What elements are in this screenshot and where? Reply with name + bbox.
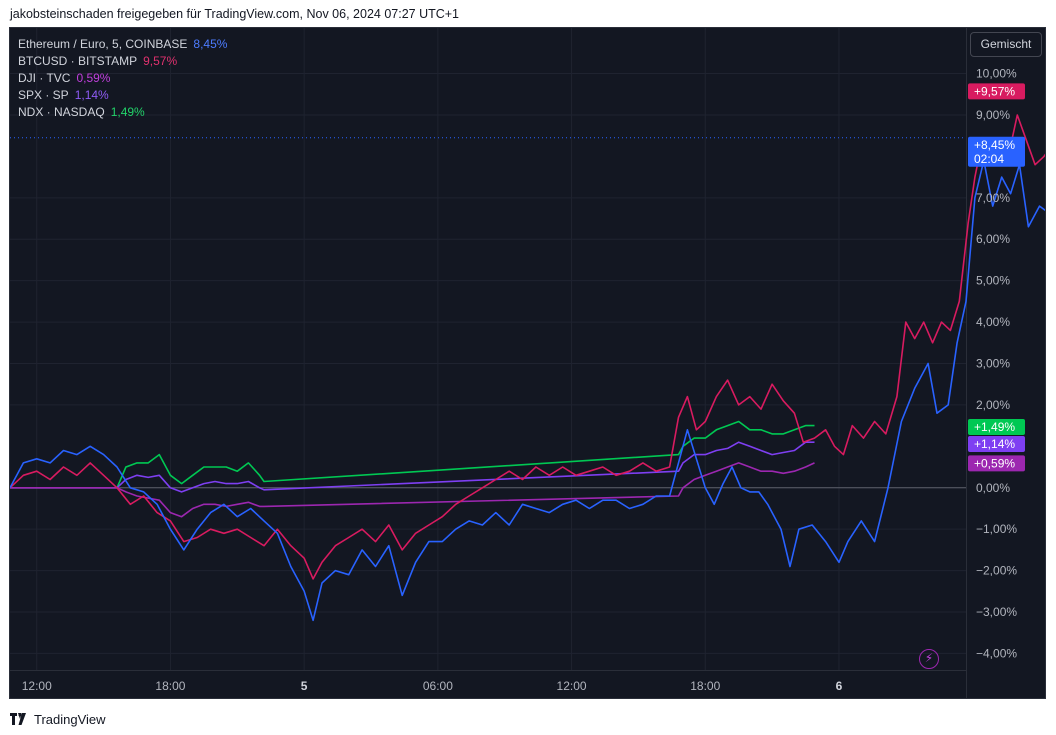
x-tick-label: 18:00 [155,679,185,693]
x-tick-label: 18:00 [690,679,720,693]
y-tick-label: 10,00% [976,67,1017,81]
legend-value: 1,14% [74,88,109,102]
y-tick-label: 9,00% [976,108,1010,122]
y-tick-label: 2,00% [976,398,1010,412]
last-value-badge [968,419,1025,436]
series-line-spx [10,441,815,493]
legend-item-ndx[interactable]: NDX · NASDAQ 1,49% [18,104,227,121]
chart-panel[interactable]: 10,00% 9,00% 7,00% 6,00% 5,00% 4,00% 3,00% 2,00… [9,27,1046,699]
x-tick-label: 12:00 [22,679,52,693]
legend-item-btc[interactable]: BTCUSD · BITSTAMP 9,57% [18,53,227,70]
last-value-badge [968,436,1025,453]
y-tick-label: 4,00% [976,315,1010,329]
legend-value: 8,45% [193,37,228,51]
series-line-btcusd [10,114,1045,580]
footer: TradingView [10,710,106,728]
share-header: jakobsteinschaden freigegeben für Tradin… [10,7,460,21]
last-value-label: +1,49% [974,420,1015,434]
y-tick-label: −3,00% [976,605,1017,619]
last-value-label: +9,57% [974,84,1015,98]
legend-item-spx[interactable]: SPX · SP 1,14% [18,87,227,104]
tradingview-logo-icon [10,713,26,725]
legend-value: 9,57% [143,54,178,68]
y-tick-label: 6,00% [976,232,1010,246]
last-value-label: +8,45% [974,138,1015,152]
legend-item-dji[interactable]: DJI · TVC 0,59% [18,70,227,87]
y-tick-label: 5,00% [976,274,1010,288]
brand-name: TradingView [34,711,106,727]
y-tick-label: 0,00% [976,481,1010,495]
y-tick-label: −2,00% [976,564,1017,578]
legend-name: DJI · TVC [18,71,71,85]
series-line-dji [10,462,815,518]
series-line-ndx [10,420,815,489]
lightning-icon[interactable]: ⚡ [919,649,939,669]
last-value-label: +0,59% [974,456,1015,470]
legend-name: Ethereum / Euro, 5, COINBASE [18,37,188,51]
legend-item-eth[interactable]: Ethereum / Euro, 5, COINBASE 8,45% [18,36,227,53]
scale-mode-button[interactable]: Gemischt [970,32,1042,57]
last-value-badge [968,455,1025,472]
x-tick-label: 5 [301,679,308,693]
series-legend: Ethereum / Euro, 5, COINBASE 8,45% BTCUSD… [18,36,227,121]
x-tick-label: 6 [836,679,843,693]
y-tick-label: −4,00% [976,646,1017,660]
y-tick-label: 7,00% [976,191,1010,205]
legend-value: 1,49% [110,105,145,119]
series-line-ethereum [10,159,1045,622]
legend-name: NDX · NASDAQ [18,105,105,119]
legend-value: 0,59% [76,71,111,85]
last-value-badge [968,83,1025,100]
legend-name: SPX · SP [18,88,69,102]
legend-name: BTCUSD · BITSTAMP [18,54,138,68]
countdown-label: 02:04 [974,152,1004,166]
x-tick-label: 06:00 [423,679,453,693]
last-value-label: +1,14% [974,437,1015,451]
last-value-badge [968,136,1025,167]
y-tick-label: 3,00% [976,356,1010,370]
y-tick-label: −1,00% [976,522,1017,536]
x-tick-label: 12:00 [557,679,587,693]
chart-svg[interactable]: 10,00% 9,00% 7,00% 6,00% 5,00% 4,00% 3,00% 2,00… [10,28,1045,698]
plot-area [10,28,966,670]
